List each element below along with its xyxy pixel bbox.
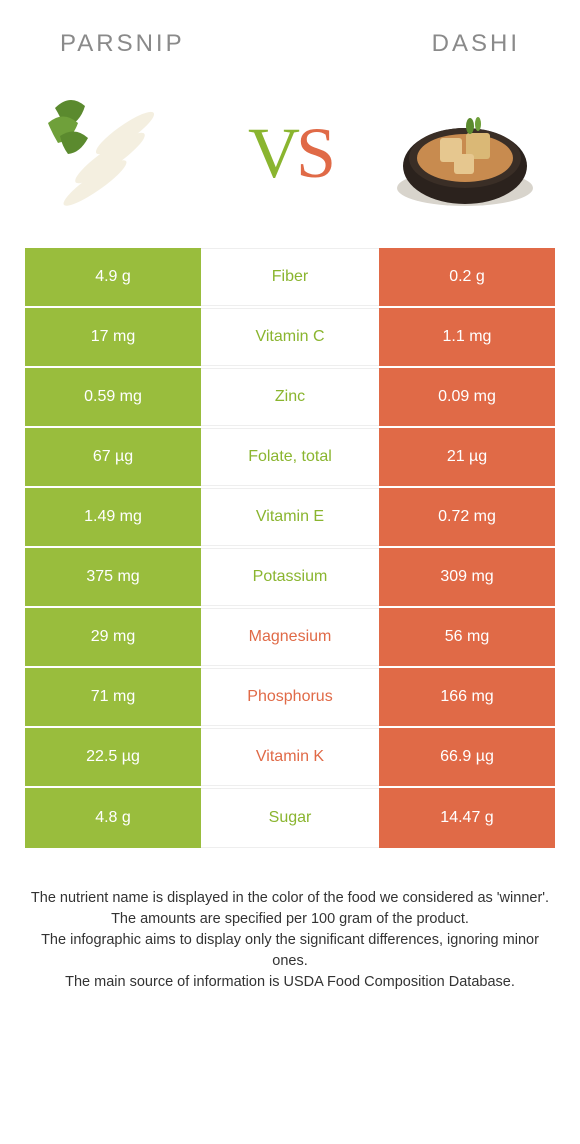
value-left: 4.8 g [25, 788, 201, 848]
footer-line: The infographic aims to display only the… [30, 930, 550, 972]
table-row: 22.5 µgVitamin K66.9 µg [25, 728, 555, 788]
nutrient-label: Magnesium [201, 608, 379, 666]
value-left: 22.5 µg [25, 728, 201, 786]
value-right: 309 mg [379, 548, 555, 606]
nutrient-label: Folate, total [201, 428, 379, 486]
value-right: 0.2 g [379, 248, 555, 306]
vs-v: V [248, 113, 296, 193]
value-right: 166 mg [379, 668, 555, 726]
table-row: 375 mgPotassium309 mg [25, 548, 555, 608]
nutrient-label: Phosphorus [201, 668, 379, 726]
nutrient-table: 4.9 gFiber0.2 g17 mgVitamin C1.1 mg0.59 … [25, 248, 555, 848]
nutrient-label: Sugar [201, 788, 379, 848]
value-right: 1.1 mg [379, 308, 555, 366]
food-right-title: DASHI [432, 30, 520, 58]
table-row: 17 mgVitamin C1.1 mg [25, 308, 555, 368]
value-right: 14.47 g [379, 788, 555, 848]
value-left: 71 mg [25, 668, 201, 726]
value-left: 0.59 mg [25, 368, 201, 426]
value-right: 21 µg [379, 428, 555, 486]
vs-s: S [296, 113, 332, 193]
table-row: 4.8 gSugar14.47 g [25, 788, 555, 848]
dashi-image [380, 88, 550, 218]
vs-label: VS [248, 112, 332, 195]
value-right: 0.09 mg [379, 368, 555, 426]
footer-line: The main source of information is USDA F… [30, 972, 550, 993]
footer-line: The amounts are specified per 100 gram o… [30, 909, 550, 930]
table-row: 4.9 gFiber0.2 g [25, 248, 555, 308]
value-right: 56 mg [379, 608, 555, 666]
nutrient-label: Fiber [201, 248, 379, 306]
table-row: 1.49 mgVitamin E0.72 mg [25, 488, 555, 548]
table-row: 0.59 mgZinc0.09 mg [25, 368, 555, 428]
food-left-title: PARSNIP [60, 30, 185, 58]
nutrient-label: Vitamin K [201, 728, 379, 786]
value-right: 0.72 mg [379, 488, 555, 546]
nutrient-label: Vitamin C [201, 308, 379, 366]
value-left: 375 mg [25, 548, 201, 606]
value-left: 4.9 g [25, 248, 201, 306]
nutrient-label: Potassium [201, 548, 379, 606]
value-left: 1.49 mg [25, 488, 201, 546]
header-row: PARSNIP DASHI [0, 0, 580, 68]
footer-notes: The nutrient name is displayed in the co… [0, 848, 580, 993]
footer-line: The nutrient name is displayed in the co… [30, 888, 550, 909]
value-left: 29 mg [25, 608, 201, 666]
table-row: 71 mgPhosphorus166 mg [25, 668, 555, 728]
value-left: 17 mg [25, 308, 201, 366]
parsnip-image [30, 88, 200, 218]
table-row: 29 mgMagnesium56 mg [25, 608, 555, 668]
value-left: 67 µg [25, 428, 201, 486]
table-row: 67 µgFolate, total21 µg [25, 428, 555, 488]
hero-row: VS [0, 68, 580, 248]
nutrient-label: Zinc [201, 368, 379, 426]
value-right: 66.9 µg [379, 728, 555, 786]
nutrient-label: Vitamin E [201, 488, 379, 546]
